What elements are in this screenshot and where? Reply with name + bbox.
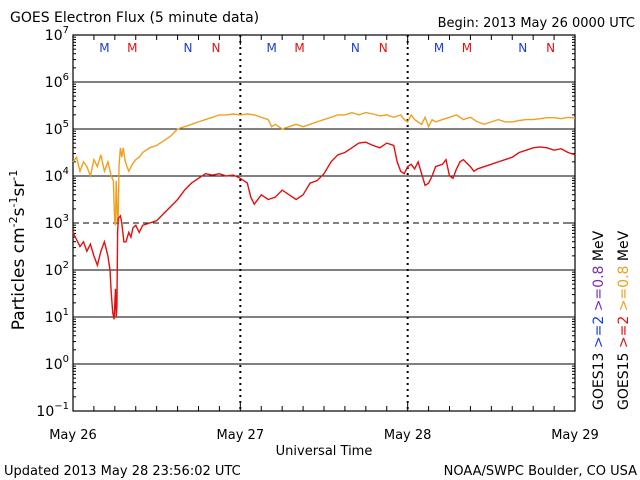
series-line: [72, 111, 576, 226]
y-axis: 10−1 100 101 102 103 104 105 106 107: [36, 25, 575, 420]
mn-marker: N: [211, 41, 220, 55]
chart-title: GOES Electron Flux (5 minute data): [10, 10, 259, 26]
x-tick-label: May 29: [551, 428, 599, 443]
series-lines: [72, 111, 576, 320]
legend: GOES15 >=2 >=0.8 MeV GOES13 >=2 >=0.8 MeV: [591, 230, 632, 410]
y-tick-label: 107: [45, 25, 69, 44]
y-tick-label: 104: [45, 166, 69, 185]
legend-goes13: GOES13 >=2 >=0.8 MeV: [591, 230, 607, 410]
updated-timestamp: Updated 2013 May 28 23:56:02 UTC: [4, 464, 241, 479]
mn-marker: N: [546, 41, 555, 55]
mn-marker: N: [518, 41, 527, 55]
credit: NOAA/SWPC Boulder, CO USA: [444, 464, 637, 479]
y-tick-label: 105: [45, 119, 69, 138]
x-axis: May 26 May 27 May 28 May 29: [49, 35, 599, 443]
x-axis-label: Universal Time: [276, 444, 373, 459]
mn-marker: M: [294, 41, 304, 55]
y-tick-label: 101: [45, 307, 69, 326]
y-tick-label: 102: [45, 260, 69, 279]
y-tick-label: 103: [45, 213, 69, 232]
y-tick-label: 100: [45, 354, 69, 373]
mn-marker: N: [351, 41, 360, 55]
x-tick-label: May 28: [384, 428, 432, 443]
x-tick-label: May 27: [217, 428, 265, 443]
series-line: [72, 141, 576, 320]
y-axis-label: Particles cm-2s-1sr-1: [7, 170, 29, 331]
mn-marker: N: [184, 41, 193, 55]
gridlines: [73, 81, 575, 365]
x-tick-label: May 26: [49, 428, 97, 443]
day-ticks: [239, 35, 409, 411]
mn-marker: M: [462, 41, 472, 55]
mn-marker: M: [127, 41, 137, 55]
mn-marker: M: [267, 41, 277, 55]
mn-marker: M: [434, 41, 444, 55]
mn-marker: N: [379, 41, 388, 55]
mn-marker: M: [99, 41, 109, 55]
y-tick-label: 10−1: [36, 401, 69, 420]
y-tick-label: 106: [45, 72, 69, 91]
legend-goes15: GOES15 >=2 >=0.8 MeV: [616, 230, 632, 410]
begin-date: Begin: 2013 May 26 0000 UTC: [438, 16, 635, 31]
